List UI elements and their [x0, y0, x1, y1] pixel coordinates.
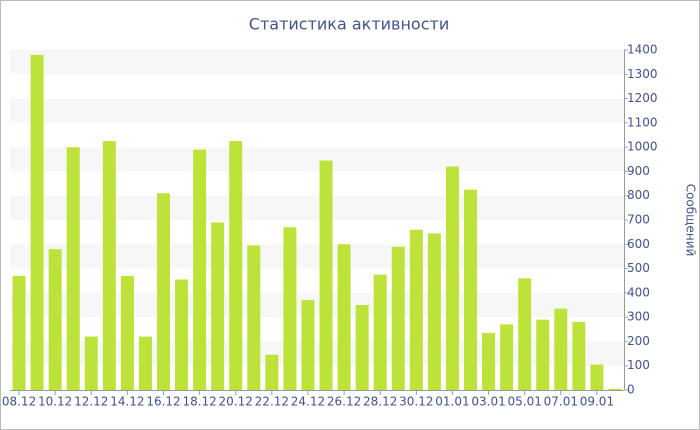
bar	[409, 229, 423, 390]
bar	[247, 245, 261, 390]
y-tick-label: 1300	[627, 67, 658, 81]
grid-band	[10, 98, 624, 123]
bar	[138, 336, 152, 390]
x-tick-label: 10.12	[38, 395, 72, 409]
y-tick-label: 0	[627, 383, 635, 397]
bar	[211, 222, 225, 390]
x-tick-label: 07.01	[544, 395, 578, 409]
x-tick-label: 20.12	[219, 395, 253, 409]
bar	[48, 249, 62, 390]
bar	[445, 166, 459, 390]
y-tick-label: 300	[627, 310, 650, 324]
bar	[518, 278, 532, 390]
bar	[229, 141, 243, 390]
x-tick-label: 24.12	[291, 395, 325, 409]
x-tick-label: 26.12	[327, 395, 361, 409]
grid-band	[10, 341, 624, 366]
grid-band	[10, 147, 624, 172]
y-tick-label: 800	[627, 188, 650, 202]
bar	[590, 364, 604, 390]
y-axis-title: Сообщений	[684, 184, 698, 257]
bar	[391, 246, 405, 390]
grid-band	[10, 50, 624, 75]
grid-band	[10, 195, 624, 220]
y-tick-label: 100	[627, 358, 650, 372]
x-tick-label: 18.12	[182, 395, 216, 409]
bar	[283, 227, 297, 390]
y-tick-label: 600	[627, 237, 650, 251]
x-tick-label: 22.12	[255, 395, 289, 409]
bar	[373, 274, 387, 390]
x-tick-label: 05.01	[507, 395, 541, 409]
x-tick-label: 03.01	[471, 395, 505, 409]
x-tick-label: 01.01	[435, 395, 469, 409]
bar	[337, 244, 351, 390]
bar	[12, 275, 26, 390]
bar	[102, 141, 116, 390]
grid-band	[10, 292, 624, 318]
bar	[427, 233, 441, 390]
bar	[84, 336, 98, 390]
bar	[30, 54, 44, 390]
x-tick-label: 30.12	[399, 395, 433, 409]
y-tick-label: 1100	[627, 115, 658, 129]
bar	[265, 354, 279, 390]
x-tick-label: 28.12	[363, 395, 397, 409]
bar	[500, 324, 514, 390]
y-tick-label: 1400	[627, 43, 658, 57]
y-tick-label: 1200	[627, 91, 658, 105]
bar	[482, 332, 496, 390]
bar	[572, 322, 586, 390]
x-tick-label: 08.12	[2, 395, 36, 409]
x-tick-label: 09.01	[580, 395, 614, 409]
x-tick-label: 12.12	[74, 395, 108, 409]
x-tick-label: 16.12	[146, 395, 180, 409]
bar	[608, 388, 622, 390]
grid-band	[10, 244, 624, 269]
y-tick-label: 500	[627, 261, 650, 275]
bar	[193, 149, 207, 390]
bar	[319, 160, 333, 390]
chart-title: Статистика активности	[249, 15, 449, 34]
bar	[66, 147, 80, 390]
x-tick-label: 14.12	[110, 395, 144, 409]
bar	[175, 279, 189, 390]
bar	[157, 193, 170, 390]
bar	[464, 189, 477, 390]
y-tick-label: 400	[627, 285, 650, 299]
bar	[301, 300, 315, 390]
bar	[536, 319, 550, 390]
bar	[120, 275, 134, 390]
y-tick-label: 200	[627, 334, 650, 348]
y-tick-label: 700	[627, 213, 650, 227]
y-tick-label: 900	[627, 164, 650, 178]
bar	[554, 308, 568, 390]
bar	[355, 305, 369, 390]
y-tick-label: 1000	[627, 140, 658, 154]
